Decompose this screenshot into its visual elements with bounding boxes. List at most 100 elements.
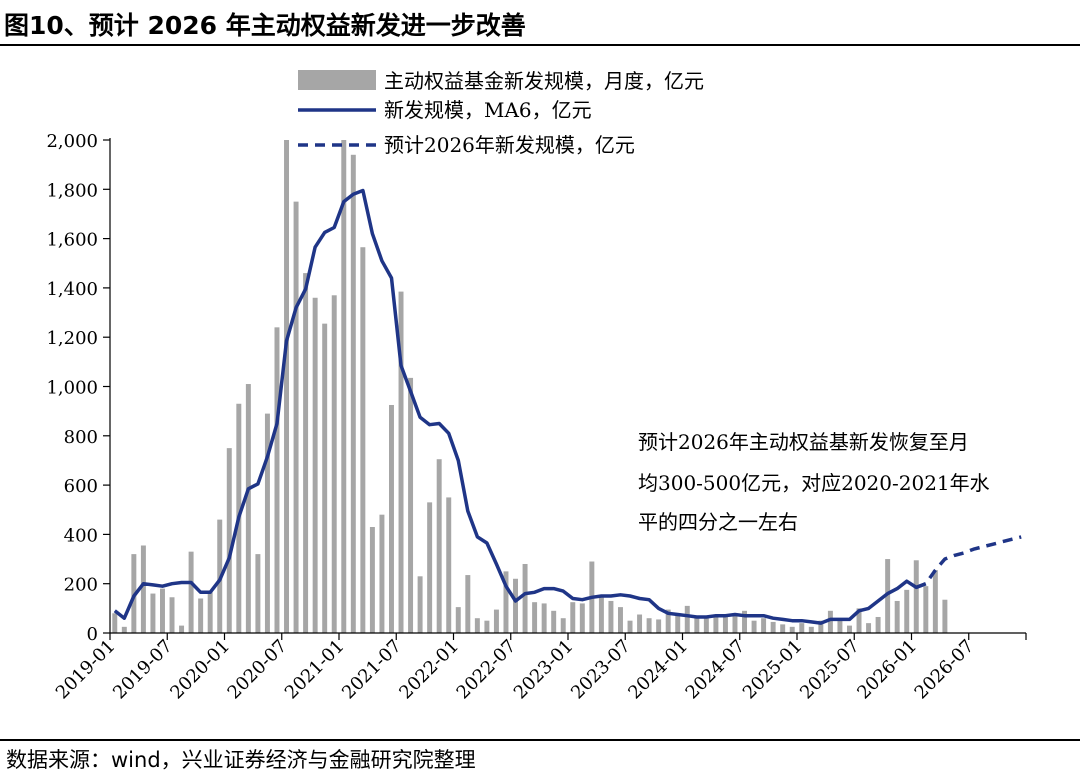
legend-label-ma6: 新发规模，MA6，亿元 [384,98,592,122]
bar [656,619,662,633]
bar [675,613,681,633]
bar [808,626,814,633]
bar [598,597,604,633]
annotation: 预计2026年主动权益基新发恢复至月 均300-500亿元，对应2020-202… [638,430,990,534]
annotation-line-2: 均300-500亿元，对应2020-2021年水 [638,471,990,495]
bar [360,247,366,634]
y-tick-label: 1,800 [46,180,98,201]
bar [465,575,471,633]
x-tick-label: 2020-07 [224,636,292,704]
bar [388,404,394,633]
bar [684,605,690,633]
x-tick-label: 2023-07 [567,636,635,704]
y-tick-label: 600 [64,476,98,497]
bar [207,592,213,633]
bar [732,613,738,633]
bar [264,413,270,633]
bar [112,613,118,633]
bar [665,609,671,633]
bar [866,623,872,633]
bar [703,616,709,633]
bar [932,570,938,633]
chart-area: 0 200 400 600 800 1,000 1,200 1,400 1,600 1,800 2,… [46,69,1027,704]
x-tick-label: 2026-07 [911,636,979,704]
bar [856,608,862,633]
bar [179,625,185,633]
bar [188,551,194,633]
bar [436,459,442,633]
bar [312,297,318,633]
legend-bar-swatch [298,70,376,90]
bar [532,602,538,633]
x-tick-label: 2019-01 [52,636,120,704]
y-tick-label: 2,000 [46,131,98,152]
bar [799,623,805,633]
bar [493,609,499,633]
bar [913,560,919,633]
x-tick-label: 2019-07 [109,636,177,704]
bar [341,140,347,633]
legend-label-forecast: 预计2026年新发规模，亿元 [384,133,635,157]
bar [541,603,547,633]
bar [474,618,480,633]
bar [942,599,948,633]
annotation-line-1: 预计2026年主动权益基新发恢复至月 [638,430,969,454]
bar [713,615,719,633]
bar [379,514,385,633]
x-tick-label: 2021-07 [338,636,406,704]
y-tick-label: 800 [64,427,98,448]
y-tick-label: 1,400 [46,279,98,300]
bar [637,614,643,633]
annotation-line-3: 平的四分之一左右 [638,510,798,534]
bar [121,626,127,633]
bar [427,502,433,633]
x-tick-label: 2022-01 [395,636,463,704]
bar [322,323,328,633]
y-tick-label: 0 [87,624,98,645]
bar [646,618,652,633]
bar [284,140,290,633]
bar-series [112,140,948,634]
legend-label-bars: 主动权益基金新发规模，月度，亿元 [384,69,704,93]
bar [159,588,165,633]
x-tick-label: 2025-07 [796,636,864,704]
bar [694,618,700,633]
bar [742,610,748,633]
bar [417,576,423,633]
y-tick-label: 400 [64,525,98,546]
y-axis: 0 200 400 600 800 1,000 1,200 1,400 1,600 1,800 2,… [46,131,111,645]
x-tick-label: 2023-01 [510,636,578,704]
line-series [113,188,1022,625]
chart-title: 图10、预计 2026 年主动权益新发进一步改善 [4,11,526,40]
bar [722,614,728,633]
bar [789,626,795,633]
bar [846,625,852,633]
bar [904,589,910,633]
bar [140,545,146,633]
x-tick-label: 2025-01 [739,636,807,704]
bar [522,563,528,633]
x-tick-label: 2024-07 [682,636,750,704]
x-axis: 2019-012019-072020-012020-072021-012021-… [52,632,1027,704]
bar [894,600,900,633]
bar [885,559,891,633]
title-divider [0,44,1080,46]
x-tick-label: 2024-01 [624,636,692,704]
bar [293,201,299,633]
bar [818,620,824,633]
x-tick-label: 2026-01 [853,636,921,704]
bar [150,593,156,633]
bar [303,273,309,633]
y-tick-label: 1,200 [46,328,98,349]
y-tick-label: 1,000 [46,378,98,399]
bar [551,610,557,633]
bar [169,597,175,633]
bar [579,603,585,633]
forecast-line [915,535,1022,590]
legend: 主动权益基金新发规模，月度，亿元 新发规模，MA6，亿元 预计2026年新发规模… [298,69,704,157]
bar [875,616,881,633]
bar [484,620,490,633]
y-tick-label: 1,600 [46,230,98,251]
bar [455,607,461,633]
bar [513,578,519,633]
